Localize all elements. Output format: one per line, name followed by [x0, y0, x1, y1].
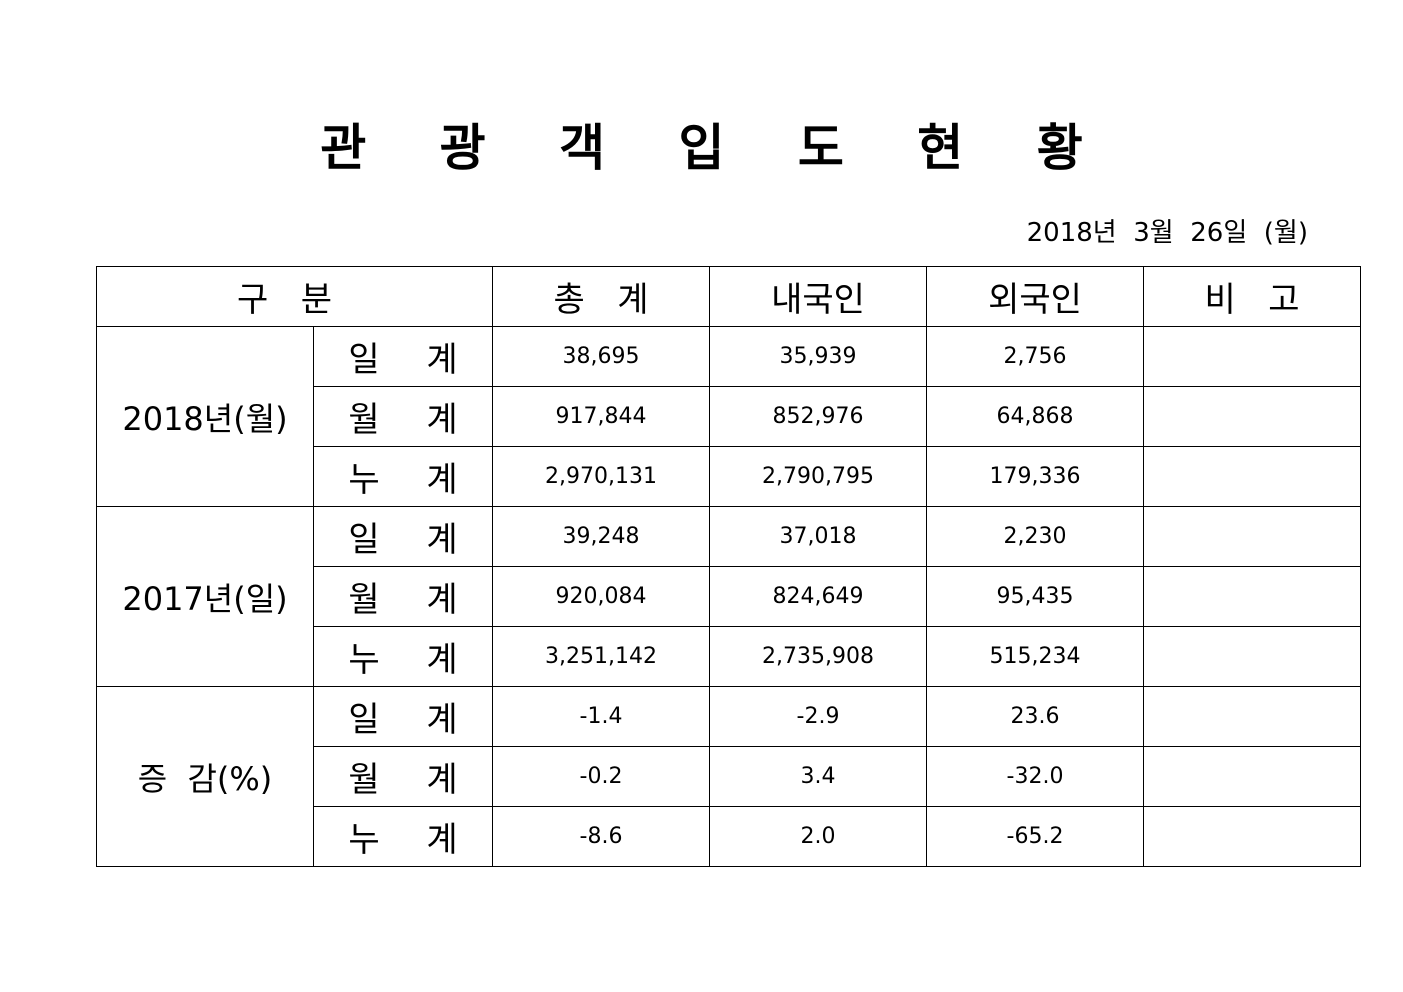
cell-total: 39,248 [492, 506, 711, 567]
row-label: 누 계 [312, 626, 494, 687]
cell-domestic: 2,790,795 [709, 446, 928, 507]
table-row: 증 감(%) 일 계 -1.4 -2.9 23.6 [96, 686, 1362, 867]
cell-domestic: 35,939 [709, 326, 928, 387]
cell-domestic: 824,649 [709, 566, 928, 627]
cell-note [1143, 626, 1362, 687]
cell-foreign: 2,230 [926, 506, 1145, 567]
cell-total: 920,084 [492, 566, 711, 627]
cell-foreign: 2,756 [926, 326, 1145, 387]
table-row: 누 계 2,970,131 2,790,795 179,336 [97, 446, 1362, 507]
table-row: 월 계 -0.2 3.4 -32.0 [97, 746, 1362, 807]
cell-note [1143, 386, 1362, 447]
row-label: 일 계 [312, 326, 494, 387]
table-row: 2017년(일) 일 계 39,248 37,018 2,230 [96, 506, 1362, 687]
report-date: 2018년 3월 26일 (월) [1026, 218, 1308, 248]
row-label: 누 계 [312, 806, 494, 867]
header-foreign: 외국인 [926, 266, 1145, 327]
cell-domestic: 37,018 [709, 506, 928, 567]
cell-note [1143, 506, 1362, 567]
cell-domestic: 852,976 [709, 386, 928, 447]
row-label: 누 계 [312, 446, 494, 507]
cell-note [1143, 686, 1362, 747]
cell-total: 38,695 [492, 326, 711, 387]
table-row: 2018년(월) 일 계 38,695 35,939 2,756 [96, 326, 1362, 507]
cell-total: 3,251,142 [492, 626, 711, 687]
cell-total: 917,844 [492, 386, 711, 447]
cell-domestic: 2.0 [709, 806, 928, 867]
header-row: 구 분 총 계 내국인 외국인 비 고 [95, 266, 1362, 327]
cell-foreign: 23.6 [926, 686, 1145, 747]
cell-note [1143, 326, 1362, 387]
cell-foreign: -65.2 [926, 806, 1145, 867]
cell-foreign: 179,336 [926, 446, 1145, 507]
cell-foreign: -32.0 [926, 746, 1145, 807]
cell-foreign: 515,234 [926, 626, 1145, 687]
cell-total: -8.6 [492, 806, 711, 867]
row-label: 월 계 [312, 566, 494, 627]
row-label: 일 계 [312, 686, 494, 747]
cell-total: -0.2 [492, 746, 711, 807]
cell-domestic: 2,735,908 [709, 626, 928, 687]
tourist-arrivals-table: 구 분 총 계 내국인 외국인 비 고 2018년(월) 일 계 38,695 35,… [95, 266, 1362, 867]
row-label: 월 계 [312, 386, 494, 447]
header-total: 총 계 [492, 266, 711, 327]
header-domestic: 내국인 [709, 266, 928, 327]
cell-domestic: -2.9 [709, 686, 928, 747]
table-row: 누 계 -8.6 2.0 -65.2 [97, 806, 1362, 867]
cell-note [1143, 806, 1362, 867]
row-label: 월 계 [312, 746, 494, 807]
header-note: 비 고 [1143, 266, 1362, 327]
document-title: 관 광 객 입 도 현 황 [320, 119, 1111, 177]
cell-foreign: 95,435 [926, 566, 1145, 627]
group-label: 2018년(월) [96, 326, 314, 507]
cell-note [1143, 746, 1362, 807]
cell-domestic: 3.4 [709, 746, 928, 807]
group-label: 증 감(%) [96, 686, 314, 867]
group-label: 2017년(일) [96, 506, 314, 687]
cell-total: 2,970,131 [492, 446, 711, 507]
cell-total: -1.4 [492, 686, 711, 747]
table-row: 누 계 3,251,142 2,735,908 515,234 [97, 626, 1362, 687]
cell-note [1143, 566, 1362, 627]
cell-foreign: 64,868 [926, 386, 1145, 447]
cell-note [1143, 446, 1362, 507]
header-category: 구 분 [95, 266, 494, 327]
row-label: 일 계 [312, 506, 494, 567]
table-row: 월 계 920,084 824,649 95,435 [97, 566, 1362, 627]
